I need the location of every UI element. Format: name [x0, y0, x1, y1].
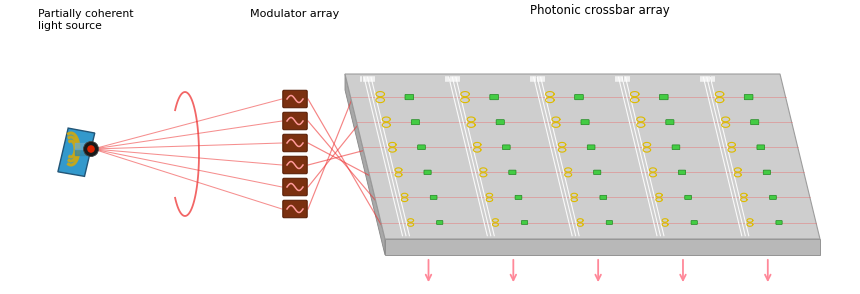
Polygon shape	[58, 128, 95, 176]
FancyBboxPatch shape	[437, 220, 443, 224]
FancyBboxPatch shape	[496, 120, 504, 125]
FancyBboxPatch shape	[418, 145, 426, 150]
FancyBboxPatch shape	[411, 120, 420, 125]
FancyBboxPatch shape	[283, 178, 307, 196]
Circle shape	[87, 145, 95, 153]
Polygon shape	[385, 239, 820, 255]
FancyBboxPatch shape	[679, 170, 685, 175]
FancyBboxPatch shape	[283, 134, 307, 152]
Polygon shape	[345, 74, 385, 255]
Circle shape	[83, 141, 99, 156]
FancyBboxPatch shape	[673, 145, 679, 150]
FancyBboxPatch shape	[574, 94, 583, 100]
FancyBboxPatch shape	[581, 120, 589, 125]
Text: Photonic crossbar array: Photonic crossbar array	[530, 4, 670, 17]
FancyBboxPatch shape	[600, 195, 606, 200]
Text: Partially coherent
light source: Partially coherent light source	[38, 9, 133, 31]
FancyBboxPatch shape	[587, 145, 595, 150]
FancyBboxPatch shape	[666, 120, 674, 125]
FancyBboxPatch shape	[521, 220, 528, 224]
FancyBboxPatch shape	[606, 220, 612, 224]
FancyBboxPatch shape	[509, 170, 516, 175]
FancyBboxPatch shape	[490, 94, 499, 100]
FancyBboxPatch shape	[685, 195, 691, 200]
FancyBboxPatch shape	[283, 156, 307, 174]
FancyBboxPatch shape	[770, 195, 777, 200]
FancyBboxPatch shape	[593, 170, 601, 175]
FancyBboxPatch shape	[405, 94, 414, 100]
FancyBboxPatch shape	[757, 145, 765, 150]
FancyBboxPatch shape	[430, 195, 437, 200]
Text: Modulator array: Modulator array	[250, 9, 340, 19]
FancyBboxPatch shape	[691, 220, 697, 224]
FancyBboxPatch shape	[424, 170, 431, 175]
FancyBboxPatch shape	[283, 112, 307, 130]
FancyBboxPatch shape	[283, 200, 307, 218]
FancyBboxPatch shape	[764, 170, 771, 175]
FancyBboxPatch shape	[515, 195, 522, 200]
FancyBboxPatch shape	[660, 94, 668, 100]
FancyBboxPatch shape	[744, 94, 753, 100]
FancyBboxPatch shape	[751, 120, 759, 125]
FancyBboxPatch shape	[776, 220, 782, 224]
Polygon shape	[345, 74, 820, 239]
FancyBboxPatch shape	[502, 145, 510, 150]
FancyBboxPatch shape	[283, 90, 307, 108]
